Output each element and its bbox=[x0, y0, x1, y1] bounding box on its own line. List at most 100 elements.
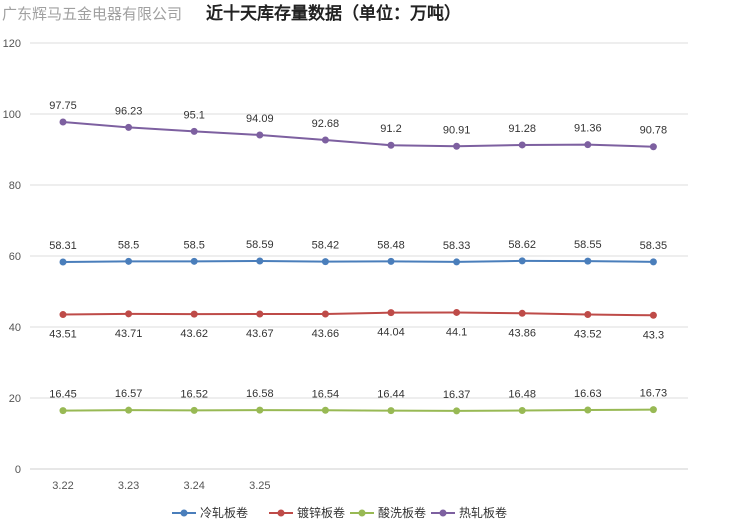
data-point bbox=[256, 131, 264, 139]
data-label: 16.58 bbox=[246, 388, 274, 400]
series-line bbox=[62, 259, 654, 263]
data-point bbox=[125, 257, 133, 265]
data-point bbox=[649, 406, 657, 414]
data-point bbox=[321, 258, 329, 266]
data-label: 91.28 bbox=[508, 123, 536, 135]
legend-swatch-marker bbox=[180, 509, 188, 517]
data-label: 43.71 bbox=[115, 328, 143, 340]
legend: 冷轧板卷 镀锌板卷 酸洗板卷 热轧板卷 bbox=[172, 505, 507, 520]
data-point bbox=[190, 127, 198, 135]
x-tick-label: 3.22 bbox=[52, 480, 73, 492]
legend-label: 镀锌板卷 bbox=[297, 505, 345, 520]
data-label: 90.91 bbox=[443, 124, 471, 136]
x-tick-label: 3.24 bbox=[183, 480, 204, 492]
x-axis-ticks: 3.22 3.23 3.24 3.25 bbox=[52, 480, 270, 492]
series-group: 16.45 16.57 16.52 16.58 16.54 16.44 16.37 16.48… bbox=[49, 388, 667, 415]
y-axis-ticks: 0 20 40 60 80 100 120 bbox=[3, 38, 21, 476]
series-group: 43.51 43.71 43.62 43.67 43.66 44.04 44.1 43.86 4… bbox=[49, 308, 664, 341]
data-label: 58.59 bbox=[246, 239, 274, 251]
data-label: 16.45 bbox=[49, 389, 77, 401]
series-line bbox=[62, 311, 654, 317]
legend-swatch-marker bbox=[358, 509, 366, 517]
y-tick-label: 80 bbox=[9, 180, 21, 192]
data-point bbox=[125, 123, 133, 131]
data-point bbox=[59, 407, 67, 415]
data-label: 44.04 bbox=[377, 327, 405, 339]
data-label: 58.48 bbox=[377, 239, 405, 251]
series-layer: 58.31 58.5 58.5 58.59 58.42 58.48 58.33 58.62 58… bbox=[49, 100, 668, 415]
data-point bbox=[584, 311, 592, 319]
data-point bbox=[453, 258, 461, 266]
series-group: 58.31 58.5 58.5 58.59 58.42 58.48 58.33 58.62 58… bbox=[49, 239, 667, 266]
data-point bbox=[387, 257, 395, 265]
data-label: 16.54 bbox=[312, 388, 340, 400]
y-tick-label: 120 bbox=[3, 38, 21, 50]
data-label: 16.44 bbox=[377, 389, 405, 401]
data-point bbox=[387, 309, 395, 317]
data-label: 91.36 bbox=[574, 123, 602, 135]
data-point bbox=[256, 406, 264, 414]
y-tick-label: 40 bbox=[9, 322, 21, 334]
data-point bbox=[125, 310, 133, 318]
data-label: 58.5 bbox=[183, 239, 204, 251]
data-point bbox=[190, 310, 198, 318]
y-tick-label: 60 bbox=[9, 251, 21, 263]
data-point bbox=[387, 141, 395, 149]
data-point bbox=[518, 257, 526, 265]
data-point bbox=[256, 257, 264, 265]
data-point bbox=[649, 311, 657, 319]
data-label: 91.2 bbox=[380, 123, 401, 135]
data-point bbox=[321, 310, 329, 318]
data-point bbox=[649, 258, 657, 266]
series-line bbox=[62, 408, 654, 412]
data-label: 58.5 bbox=[118, 239, 139, 251]
data-label: 16.52 bbox=[180, 388, 208, 400]
data-label: 44.1 bbox=[446, 326, 467, 338]
data-point bbox=[518, 141, 526, 149]
legend-label: 热轧板卷 bbox=[459, 505, 507, 520]
data-label: 43.3 bbox=[643, 329, 664, 341]
series-group: 97.75 96.23 95.1 94.09 92.68 91.2 90.91 91.28 91… bbox=[49, 100, 668, 151]
data-point bbox=[453, 407, 461, 415]
data-point bbox=[321, 136, 329, 144]
data-point bbox=[125, 406, 133, 414]
data-point bbox=[518, 309, 526, 317]
data-label: 16.37 bbox=[443, 389, 471, 401]
data-label: 58.31 bbox=[49, 240, 77, 252]
data-label: 58.33 bbox=[443, 240, 471, 252]
chart-title: 近十天库存量数据（单位：万吨） bbox=[206, 3, 461, 24]
data-point bbox=[518, 406, 526, 414]
legend-swatch-marker bbox=[277, 509, 285, 517]
data-label: 58.42 bbox=[312, 240, 340, 252]
data-point bbox=[453, 142, 461, 150]
legend-label: 冷轧板卷 bbox=[200, 505, 248, 520]
data-label: 90.78 bbox=[640, 125, 668, 137]
data-label: 43.67 bbox=[246, 328, 274, 340]
company-name: 广东辉马五金电器有限公司 bbox=[2, 5, 182, 23]
legend-swatch-marker bbox=[439, 509, 447, 517]
data-label: 43.51 bbox=[49, 329, 77, 341]
data-label: 16.48 bbox=[508, 388, 536, 400]
data-point bbox=[387, 407, 395, 415]
data-label: 94.09 bbox=[246, 113, 274, 125]
series-line bbox=[62, 120, 654, 148]
data-label: 43.66 bbox=[312, 328, 340, 340]
y-tick-label: 100 bbox=[3, 109, 21, 121]
data-label: 43.52 bbox=[574, 329, 602, 341]
data-label: 95.1 bbox=[183, 109, 204, 121]
data-label: 58.35 bbox=[640, 240, 668, 252]
y-tick-label: 20 bbox=[9, 393, 21, 405]
data-point bbox=[321, 406, 329, 414]
data-label: 16.57 bbox=[115, 388, 143, 400]
data-point bbox=[190, 257, 198, 265]
legend-label: 酸洗板卷 bbox=[378, 505, 426, 520]
data-point bbox=[59, 311, 67, 319]
data-point bbox=[59, 118, 67, 126]
data-label: 16.63 bbox=[574, 388, 602, 400]
x-tick-label: 3.25 bbox=[249, 480, 270, 492]
data-point bbox=[59, 258, 67, 266]
data-label: 96.23 bbox=[115, 105, 143, 117]
y-tick-label: 0 bbox=[15, 464, 21, 476]
data-label: 97.75 bbox=[49, 100, 77, 112]
